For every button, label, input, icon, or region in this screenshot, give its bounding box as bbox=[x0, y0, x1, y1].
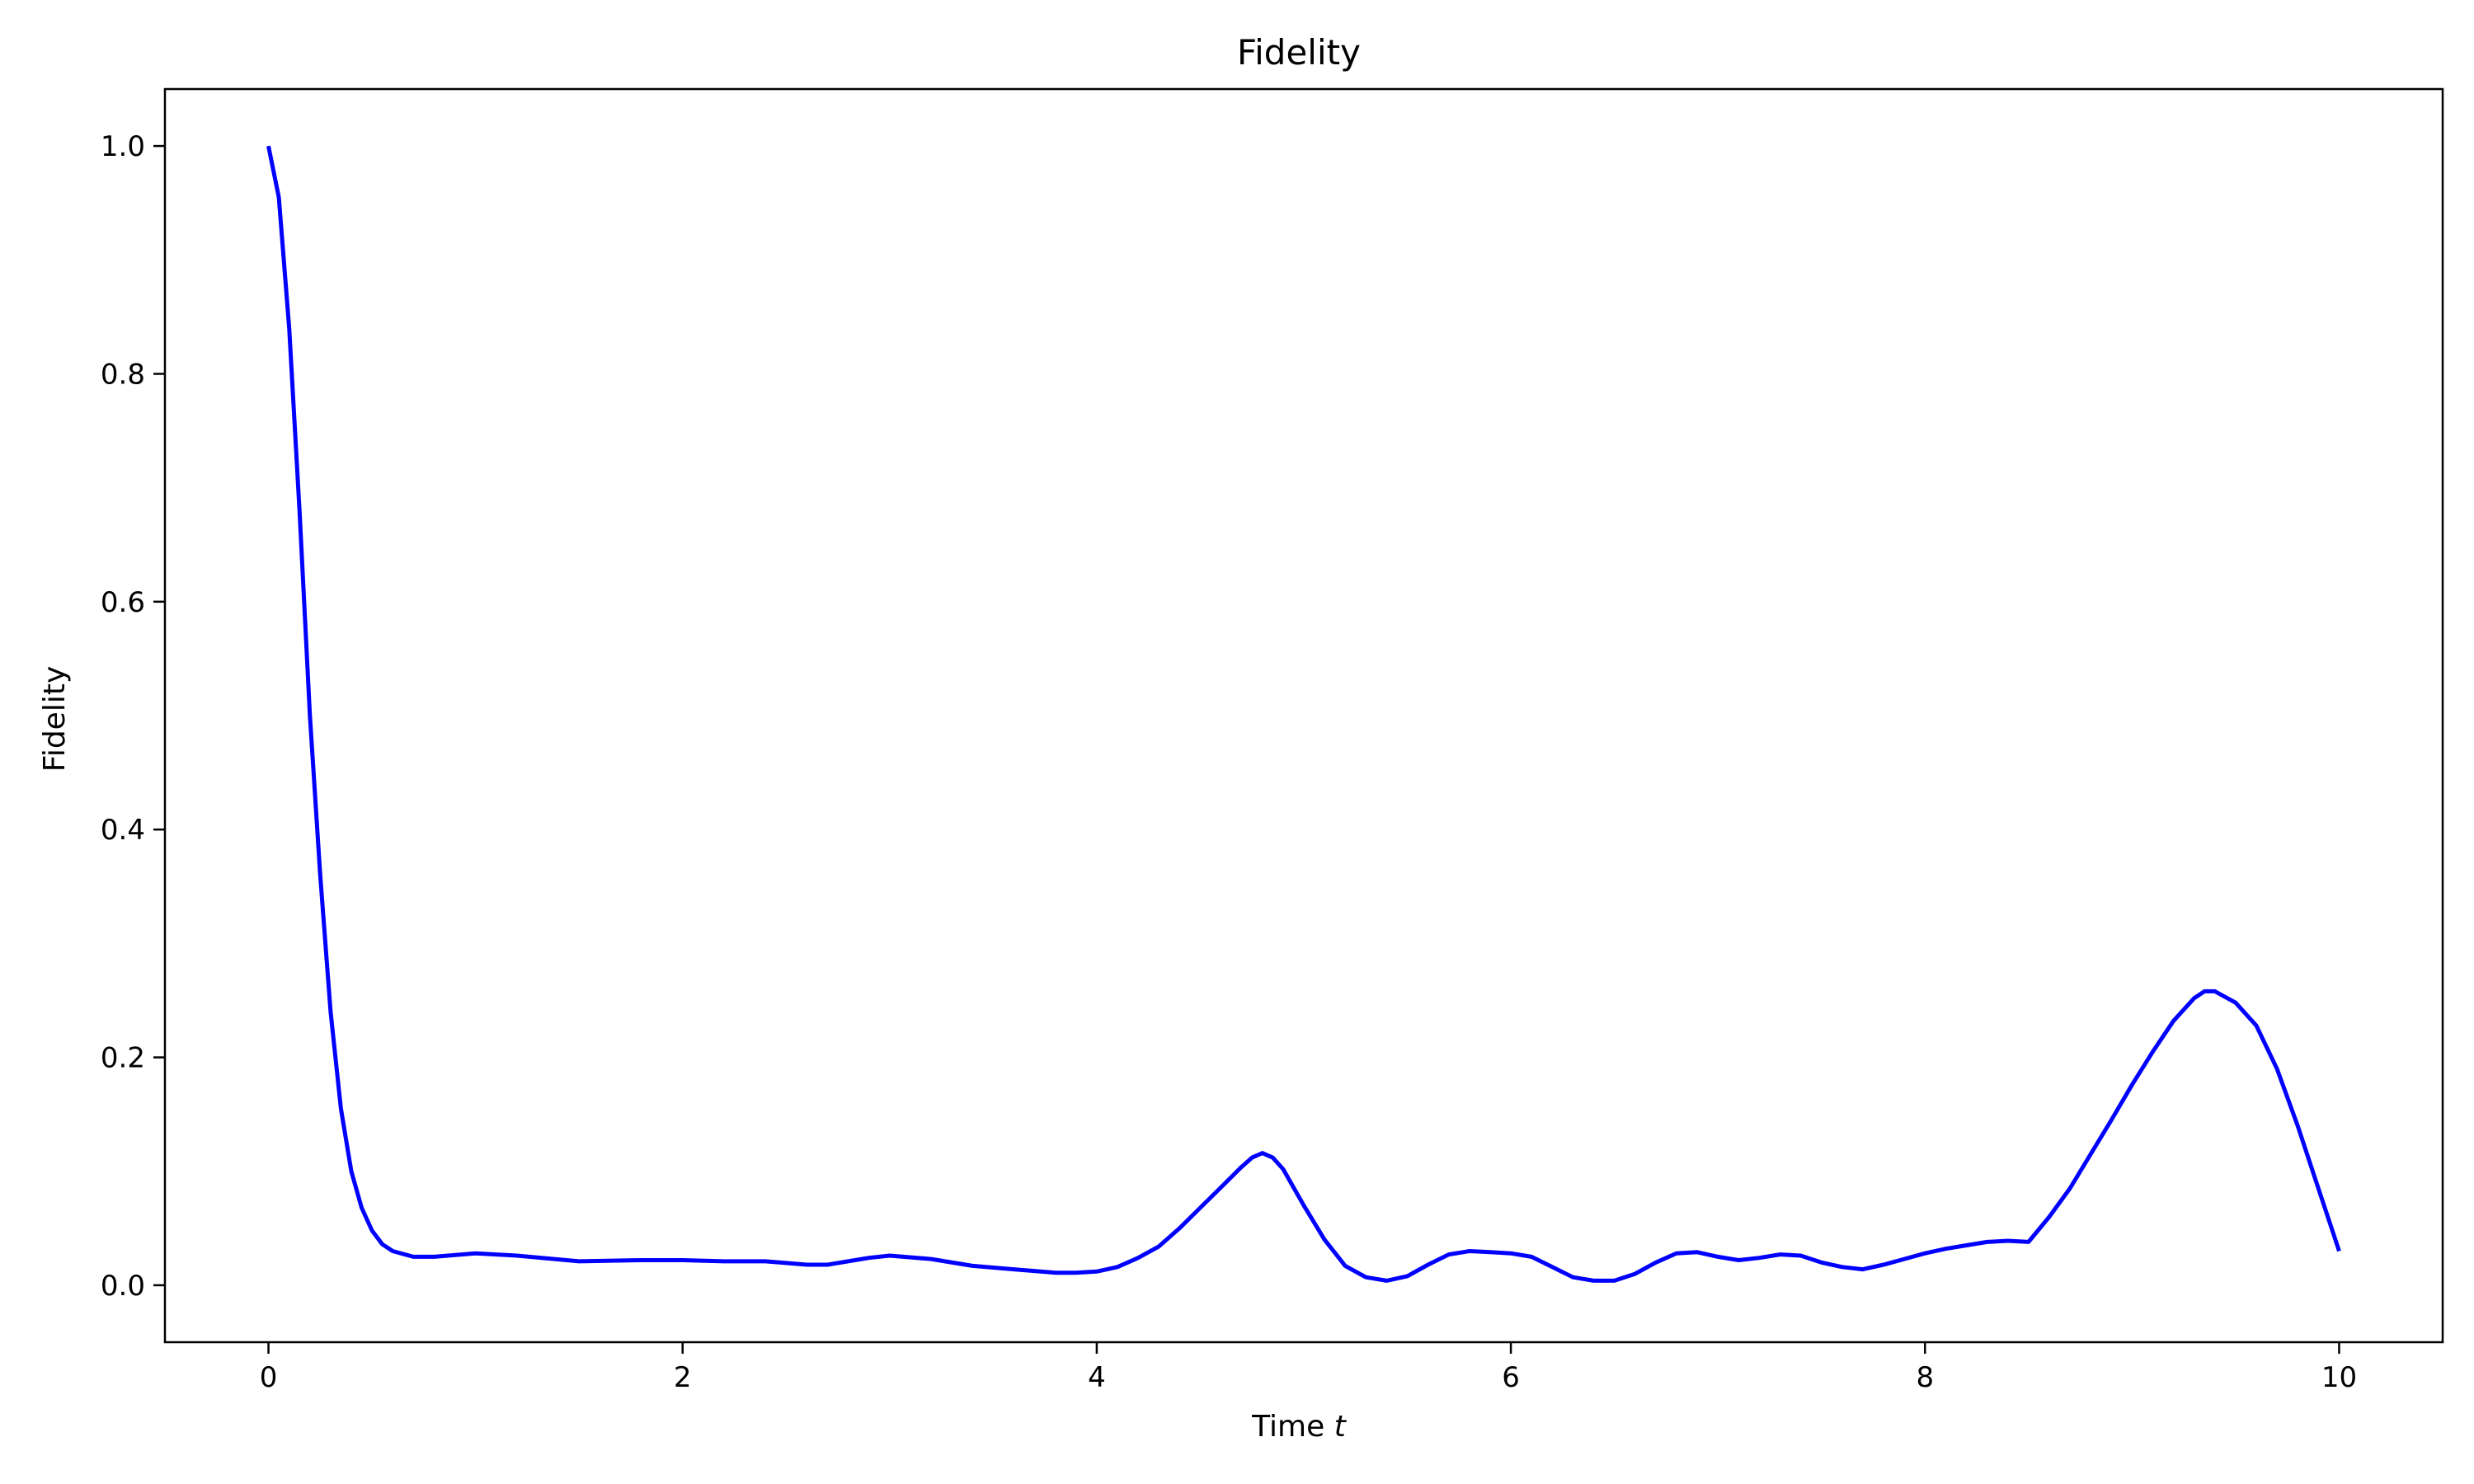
plot-area bbox=[266, 145, 2341, 1283]
y-tick-label: 1.0 bbox=[101, 130, 145, 163]
x-tick-label: 10 bbox=[2321, 1361, 2357, 1394]
y-axis-label: Fidelity bbox=[38, 666, 72, 773]
chart-title: Fidelity bbox=[1237, 32, 1361, 73]
y-tick-label: 0.6 bbox=[101, 586, 145, 619]
y-tick-label: 0.2 bbox=[101, 1042, 145, 1075]
x-axis-label-variable: t bbox=[1334, 1410, 1348, 1444]
x-tick-label: 8 bbox=[1916, 1361, 1934, 1394]
y-tick-label: 0.8 bbox=[101, 358, 145, 391]
x-tick-label: 4 bbox=[1088, 1361, 1106, 1394]
y-tick-label: 0.4 bbox=[101, 814, 145, 847]
x-tick-label: 0 bbox=[260, 1361, 278, 1394]
x-axis-label: Time t bbox=[1251, 1410, 1348, 1444]
x-axis-label-text: Time bbox=[1251, 1410, 1324, 1444]
axes: 0 2 4 6 8 10 0.0 0.2 0.4 0.6 0.8 1.0 bbox=[101, 87, 2444, 1394]
y-tick-label: 0.0 bbox=[101, 1270, 145, 1303]
axes-frame bbox=[163, 87, 2444, 1344]
x-tick-label: 2 bbox=[674, 1361, 692, 1394]
series-line-0 bbox=[266, 145, 2341, 1283]
x-tick-label: 6 bbox=[1502, 1361, 1520, 1394]
